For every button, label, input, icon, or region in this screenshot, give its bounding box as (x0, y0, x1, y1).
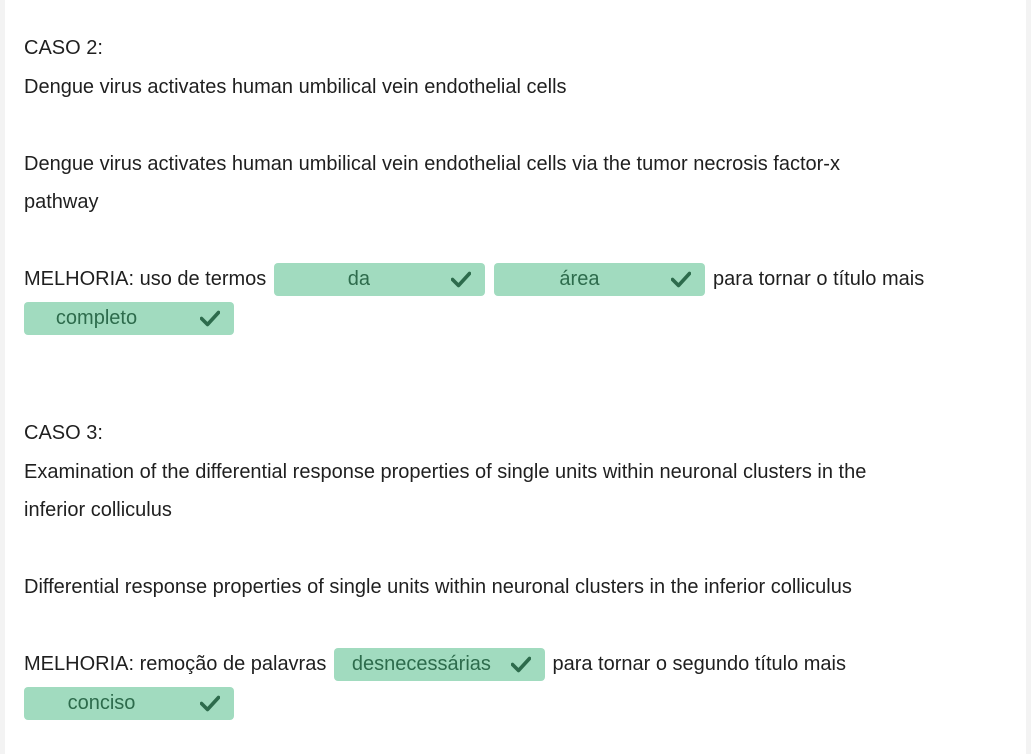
case2-improved-title-line2: pathway (24, 191, 99, 213)
answer-dropdown-desnecessarias[interactable]: desnecessárias (333, 648, 545, 682)
case2-improved-title-line1: Dengue virus activates human umbilical v… (24, 152, 840, 175)
case3-improvement-middle: para tornar o segundo título mais (552, 653, 846, 675)
answer-dropdown-conciso[interactable]: conciso (24, 686, 234, 720)
answer-text: área (559, 268, 600, 291)
check-icon (671, 263, 692, 296)
answer-text: desnecessárias (351, 653, 491, 676)
check-icon (510, 648, 531, 681)
answer-text: conciso (67, 691, 136, 714)
case3-original-title-line2: inferior colliculus (24, 499, 172, 521)
case2-heading: CASO 2: (24, 37, 103, 59)
case3-improved-title: Differential response properties of sing… (24, 576, 852, 598)
answer-dropdown-da[interactable]: da (273, 263, 485, 297)
content-panel: CASO 2: Dengue virus activates human umb… (5, 0, 1026, 754)
case3-improvement-line2: conciso (24, 684, 1004, 723)
case2-original-title: Dengue virus activates human umbilical v… (24, 75, 567, 98)
answer-dropdown-area[interactable]: área (494, 263, 706, 297)
case2-improvement: MELHORIA: uso de termos da área para tor… (24, 260, 1004, 299)
answer-text: completo (55, 306, 138, 329)
question-content: CASO 2: Dengue virus activates human umb… (24, 29, 1004, 722)
answer-dropdown-completo[interactable]: completo (24, 301, 234, 335)
case2-improvement-line2: completo (24, 299, 1004, 338)
case3-improvement-prefix: MELHORIA: remoção de palavras (24, 653, 327, 675)
check-icon (200, 687, 220, 720)
check-icon (200, 302, 220, 335)
case3-heading: CASO 3: (24, 422, 103, 444)
answer-text: da (347, 268, 370, 291)
case3-improvement: MELHORIA: remoção de palavras desnecessá… (24, 645, 1004, 684)
case3-original-title-line1: Examination of the differential response… (24, 460, 867, 483)
case2-improvement-prefix: MELHORIA: uso de termos (24, 268, 267, 290)
case2-improvement-middle: para tornar o título mais (713, 268, 925, 290)
check-icon (450, 263, 471, 296)
